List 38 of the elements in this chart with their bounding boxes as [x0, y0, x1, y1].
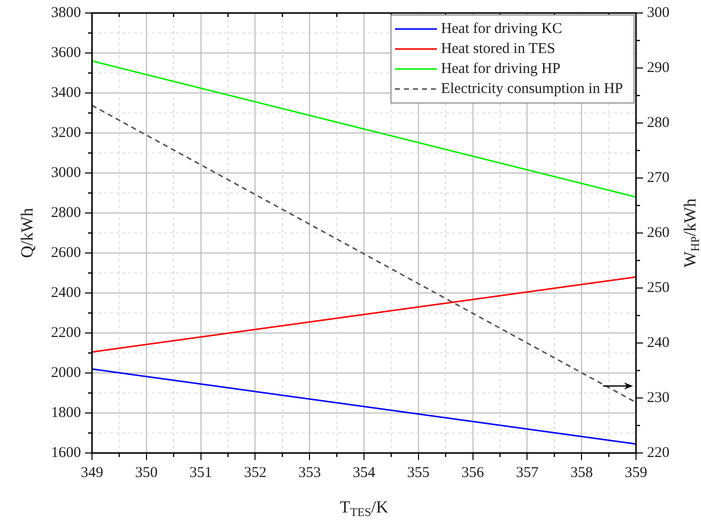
y2-tick-label: 290 — [647, 60, 670, 76]
y-tick-label: 3000 — [51, 164, 81, 181]
y-tick-label: 2000 — [51, 364, 81, 381]
y2-tick-label: 250 — [647, 280, 670, 296]
x-tick-label: 353 — [298, 464, 321, 481]
y2-tick-label: 230 — [647, 390, 670, 406]
legend-label: Electricity consumption in HP — [440, 80, 624, 97]
y2-tick-label: 240 — [647, 334, 670, 351]
y-tick-label: 3400 — [51, 84, 81, 101]
x-tick-label: 355 — [407, 464, 430, 481]
x-tick-label: 350 — [135, 464, 158, 481]
x-tick-label: 352 — [244, 464, 266, 481]
y2-axis-title: WHP/kWh — [680, 198, 701, 268]
x-tick-label: 349 — [80, 464, 104, 481]
x-tick-label: 357 — [516, 464, 539, 481]
x-tick-label: 358 — [570, 464, 593, 481]
y-axis-title: Q/kWh — [17, 207, 36, 258]
y-tick-label: 2400 — [51, 284, 81, 301]
y-tick-label: 2800 — [51, 204, 81, 221]
y-tick-label: 3800 — [51, 4, 81, 21]
y2-tick-label: 270 — [647, 170, 670, 186]
y-tick-label: 2200 — [51, 324, 81, 341]
y2-tick-label: 300 — [647, 4, 670, 21]
y2-tick-label: 220 — [647, 444, 670, 461]
y-tick-label: 1600 — [51, 444, 81, 461]
y-tick-label: 1800 — [51, 404, 81, 421]
y2-tick-label: 260 — [647, 224, 670, 241]
x-tick-label: 359 — [624, 464, 648, 481]
y-tick-label: 3200 — [51, 124, 81, 141]
x-tick-label: 354 — [352, 464, 376, 481]
y2-tick-label: 280 — [647, 114, 670, 131]
y-tick-label: 3600 — [51, 44, 81, 61]
x-tick-label: 356 — [462, 464, 485, 481]
legend-label: Heat for driving KC — [440, 20, 562, 37]
x-tick-label: 351 — [190, 464, 212, 481]
y-tick-label: 2600 — [51, 244, 81, 261]
legend-label: Heat stored in TES — [440, 40, 556, 57]
legend-label: Heat for driving HP — [440, 60, 561, 77]
